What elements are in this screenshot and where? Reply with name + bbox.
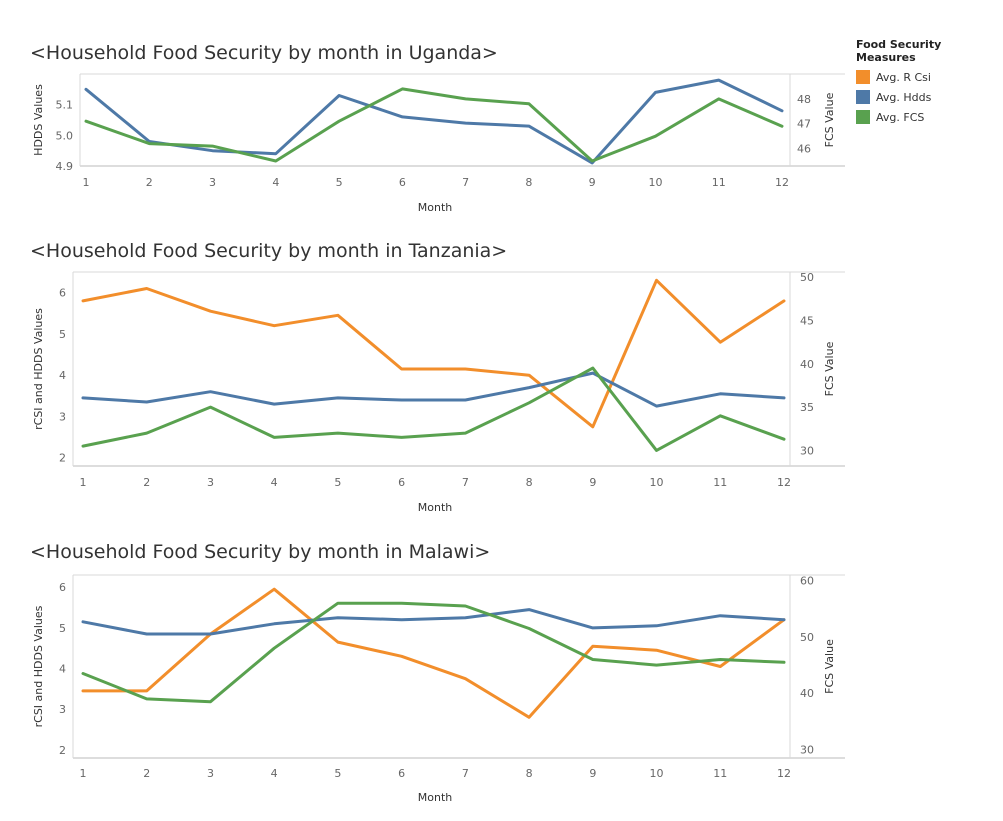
tanzania-left-tick: 3 [59, 410, 66, 423]
uganda-left-axis-label: HDDS Values [32, 84, 45, 156]
malawi-right-tick: 30 [800, 744, 814, 757]
malawi-x-tick: 1 [80, 767, 87, 780]
legend-label-fcs: Avg. FCS [876, 110, 925, 124]
legend-label-rcsi: Avg. R Csi [876, 70, 931, 84]
legend-item-rcsi[interactable]: Avg. R Csi [856, 67, 1003, 87]
uganda-left-tick: 5.0 [56, 129, 74, 142]
legend-swatch-rcsi [856, 70, 870, 84]
tanzania-x-tick: 4 [271, 476, 278, 489]
uganda-x-tick: 6 [399, 176, 406, 189]
uganda-x-tick: 9 [589, 176, 596, 189]
malawi-x-tick: 6 [398, 767, 405, 780]
uganda-x-tick: 5 [336, 176, 343, 189]
malawi-left-axis-label: rCSI and HDDS Values [32, 605, 45, 727]
uganda-x-tick: 1 [83, 176, 90, 189]
tanzania-left-tick: 6 [59, 287, 66, 300]
malawi-right-tick: 60 [800, 575, 814, 588]
tanzania-left-tick: 4 [59, 369, 66, 382]
malawi-x-tick: 4 [271, 767, 278, 780]
tanzania-x-tick: 6 [398, 476, 405, 489]
legend-title: Food Security Measures [856, 38, 942, 64]
malawi-left-tick: 5 [59, 622, 66, 635]
uganda-x-tick: 4 [272, 176, 279, 189]
tanzania-x-tick: 12 [777, 476, 791, 489]
legend-swatch-hdds [856, 90, 870, 104]
malawi-x-tick: 5 [334, 767, 341, 780]
malawi-right-axis-label: FCS Value [823, 639, 836, 694]
malawi-right-tick: 50 [800, 631, 814, 644]
uganda-x-tick: 8 [525, 176, 532, 189]
tanzania-left-tick: 2 [59, 452, 66, 465]
malawi-series-avg-r-csi [81, 587, 786, 719]
tanzania-x-tick: 9 [589, 476, 596, 489]
tanzania-left-tick: 5 [59, 328, 66, 341]
tanzania-series-avg-r-csi [81, 278, 786, 429]
tanzania-series-avg-fcs [81, 366, 786, 452]
malawi-series-avg-fcs [81, 601, 786, 704]
uganda-right-tick: 48 [797, 93, 811, 106]
tanzania-left-axis-label: rCSI and HDDS Values [32, 308, 45, 430]
malawi-x-tick: 2 [143, 767, 150, 780]
tanzania-series-avg-hdds [81, 371, 786, 408]
malawi-x-tick: 8 [526, 767, 533, 780]
uganda-x-tick: 7 [462, 176, 469, 189]
malawi-x-tick: 10 [650, 767, 664, 780]
tanzania-x-axis-label: Month [418, 501, 453, 514]
tanzania-chart-title: <Household Food Security by month in Tan… [30, 240, 508, 262]
tanzania-right-axis-label: FCS Value [823, 341, 836, 396]
uganda-x-tick: 11 [712, 176, 726, 189]
tanzania-right-tick: 40 [800, 358, 814, 371]
uganda-chart-title: <Household Food Security by month in Uga… [30, 42, 498, 64]
tanzania-x-tick: 2 [143, 476, 150, 489]
malawi-right-tick: 40 [800, 687, 814, 700]
malawi-left-tick: 2 [59, 744, 66, 757]
malawi-x-tick: 3 [207, 767, 214, 780]
malawi-x-tick: 12 [777, 767, 791, 780]
uganda-x-tick: 10 [648, 176, 662, 189]
tanzania-x-tick: 10 [650, 476, 664, 489]
tanzania-x-tick: 8 [526, 476, 533, 489]
tanzania-x-tick: 5 [334, 476, 341, 489]
uganda-x-tick: 2 [146, 176, 153, 189]
tanzania-x-tick: 11 [713, 476, 727, 489]
malawi-left-tick: 4 [59, 663, 66, 676]
legend-swatch-fcs [856, 110, 870, 124]
malawi-x-tick: 9 [589, 767, 596, 780]
malawi-series-avg-hdds [81, 608, 786, 636]
uganda-right-tick: 47 [797, 118, 811, 131]
tanzania-right-tick: 45 [800, 315, 814, 328]
malawi-x-tick: 11 [713, 767, 727, 780]
malawi-chart-title: <Household Food Security by month in Mal… [30, 541, 491, 563]
uganda-series-avg-fcs [84, 87, 784, 163]
legend-item-fcs[interactable]: Avg. FCS [856, 107, 1003, 127]
uganda-x-tick: 3 [209, 176, 216, 189]
uganda-right-axis-label: FCS Value [823, 92, 836, 147]
tanzania-right-tick: 50 [800, 271, 814, 284]
tanzania-x-tick: 1 [80, 476, 87, 489]
tanzania-right-tick: 30 [800, 444, 814, 457]
uganda-x-axis-label: Month [418, 201, 453, 214]
tanzania-right-tick: 35 [800, 401, 814, 414]
legend-item-hdds[interactable]: Avg. Hdds [856, 87, 1003, 107]
malawi-x-tick: 7 [462, 767, 469, 780]
uganda-x-tick: 12 [775, 176, 789, 189]
legend: Food Security Measures Avg. R Csi Avg. H… [856, 38, 1003, 127]
malawi-left-tick: 6 [59, 581, 66, 594]
uganda-right-tick: 46 [797, 143, 811, 156]
malawi-x-axis-label: Month [418, 791, 453, 804]
uganda-left-tick: 4.9 [56, 160, 74, 173]
legend-label-hdds: Avg. Hdds [876, 90, 932, 104]
tanzania-x-tick: 3 [207, 476, 214, 489]
tanzania-x-tick: 7 [462, 476, 469, 489]
uganda-series-avg-hdds [84, 78, 784, 165]
malawi-left-tick: 3 [59, 703, 66, 716]
uganda-left-tick: 5.1 [56, 99, 74, 112]
